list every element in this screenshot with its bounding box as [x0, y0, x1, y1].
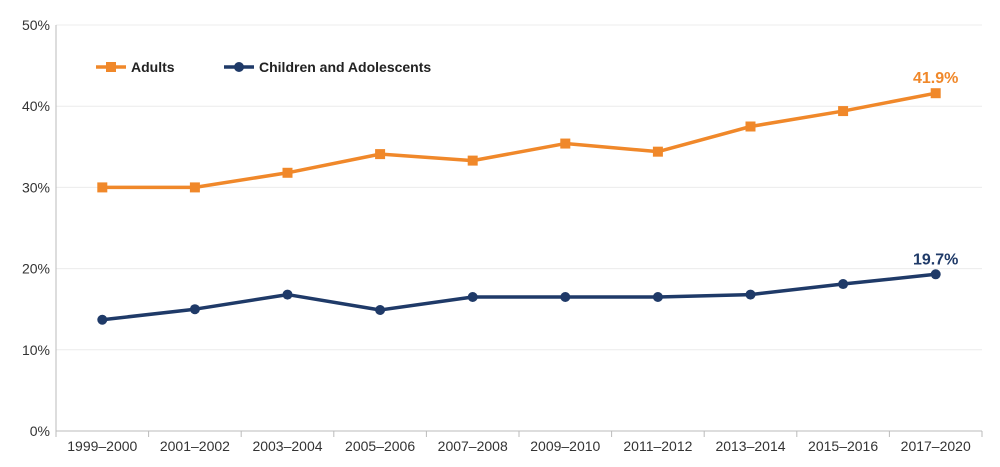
data-point-adults	[97, 182, 108, 193]
series-line-adults	[102, 91, 937, 190]
x-tick-label: 1999–2000	[67, 438, 137, 454]
series-line-children-and-adolescents	[102, 272, 936, 322]
y-tick-label: 10%	[22, 342, 50, 358]
legend: Adults Children and Adolescents	[96, 59, 431, 75]
legend-label-children-and-adolescents: Children and Adolescents	[259, 59, 431, 75]
x-tick-label: 2001–2002	[160, 438, 230, 454]
y-tick-label: 50%	[22, 17, 50, 33]
data-point-adults	[282, 167, 293, 178]
data-point-children-and-adolescents	[375, 305, 386, 316]
x-tick-label: 2017–2020	[901, 438, 971, 454]
data-point-adults	[745, 121, 756, 132]
x-tick-label: 2005–2006	[345, 438, 415, 454]
data-point-children-and-adolescents	[467, 292, 478, 303]
data-point-adults	[189, 182, 200, 193]
y-tick-label: 0%	[30, 423, 50, 439]
data-point-children-and-adolescents	[838, 279, 849, 290]
data-point-adults	[838, 106, 849, 117]
data-point-children-and-adolescents	[930, 269, 941, 280]
data-point-adults	[375, 149, 386, 160]
data-point-children-and-adolescents	[560, 292, 571, 303]
y-tick-label: 20%	[22, 261, 50, 277]
x-tick-label: 2013–2014	[715, 438, 785, 454]
gridlines	[56, 24, 982, 351]
x-tick-label: 2015–2016	[808, 438, 878, 454]
x-axis: 1999–2000 2001–2002 2003–2004 2005–2006 2007…	[55, 430, 983, 454]
x-tick-label: 2007–2008	[438, 438, 508, 454]
data-point-children-and-adolescents	[745, 289, 756, 300]
legend-marker-children-and-adolescents	[234, 62, 244, 72]
data-point-adults	[652, 146, 663, 157]
series-layer: 41.9% 19.7%	[97, 70, 958, 325]
end-value-label-adults: 41.9%	[913, 70, 958, 87]
x-tick-label: 2011–2012	[623, 438, 692, 454]
legend-marker-adults	[106, 62, 116, 72]
legend-label-adults: Adults	[131, 59, 175, 75]
data-point-adults	[560, 138, 571, 149]
x-tick-label: 2009–2010	[530, 438, 600, 454]
end-value-label-children-and-adolescents: 19.7%	[913, 251, 958, 268]
y-axis: 0% 10% 20% 30% 40% 50%	[22, 17, 57, 439]
x-tick-label: 2003–2004	[252, 438, 322, 454]
data-point-children-and-adolescents	[97, 314, 108, 325]
data-point-adults	[930, 88, 941, 99]
y-tick-label: 30%	[22, 179, 50, 195]
y-tick-label: 40%	[22, 98, 50, 114]
data-point-children-and-adolescents	[652, 292, 663, 303]
data-point-adults	[467, 155, 478, 166]
data-point-children-and-adolescents	[282, 289, 293, 300]
data-point-children-and-adolescents	[189, 304, 200, 315]
